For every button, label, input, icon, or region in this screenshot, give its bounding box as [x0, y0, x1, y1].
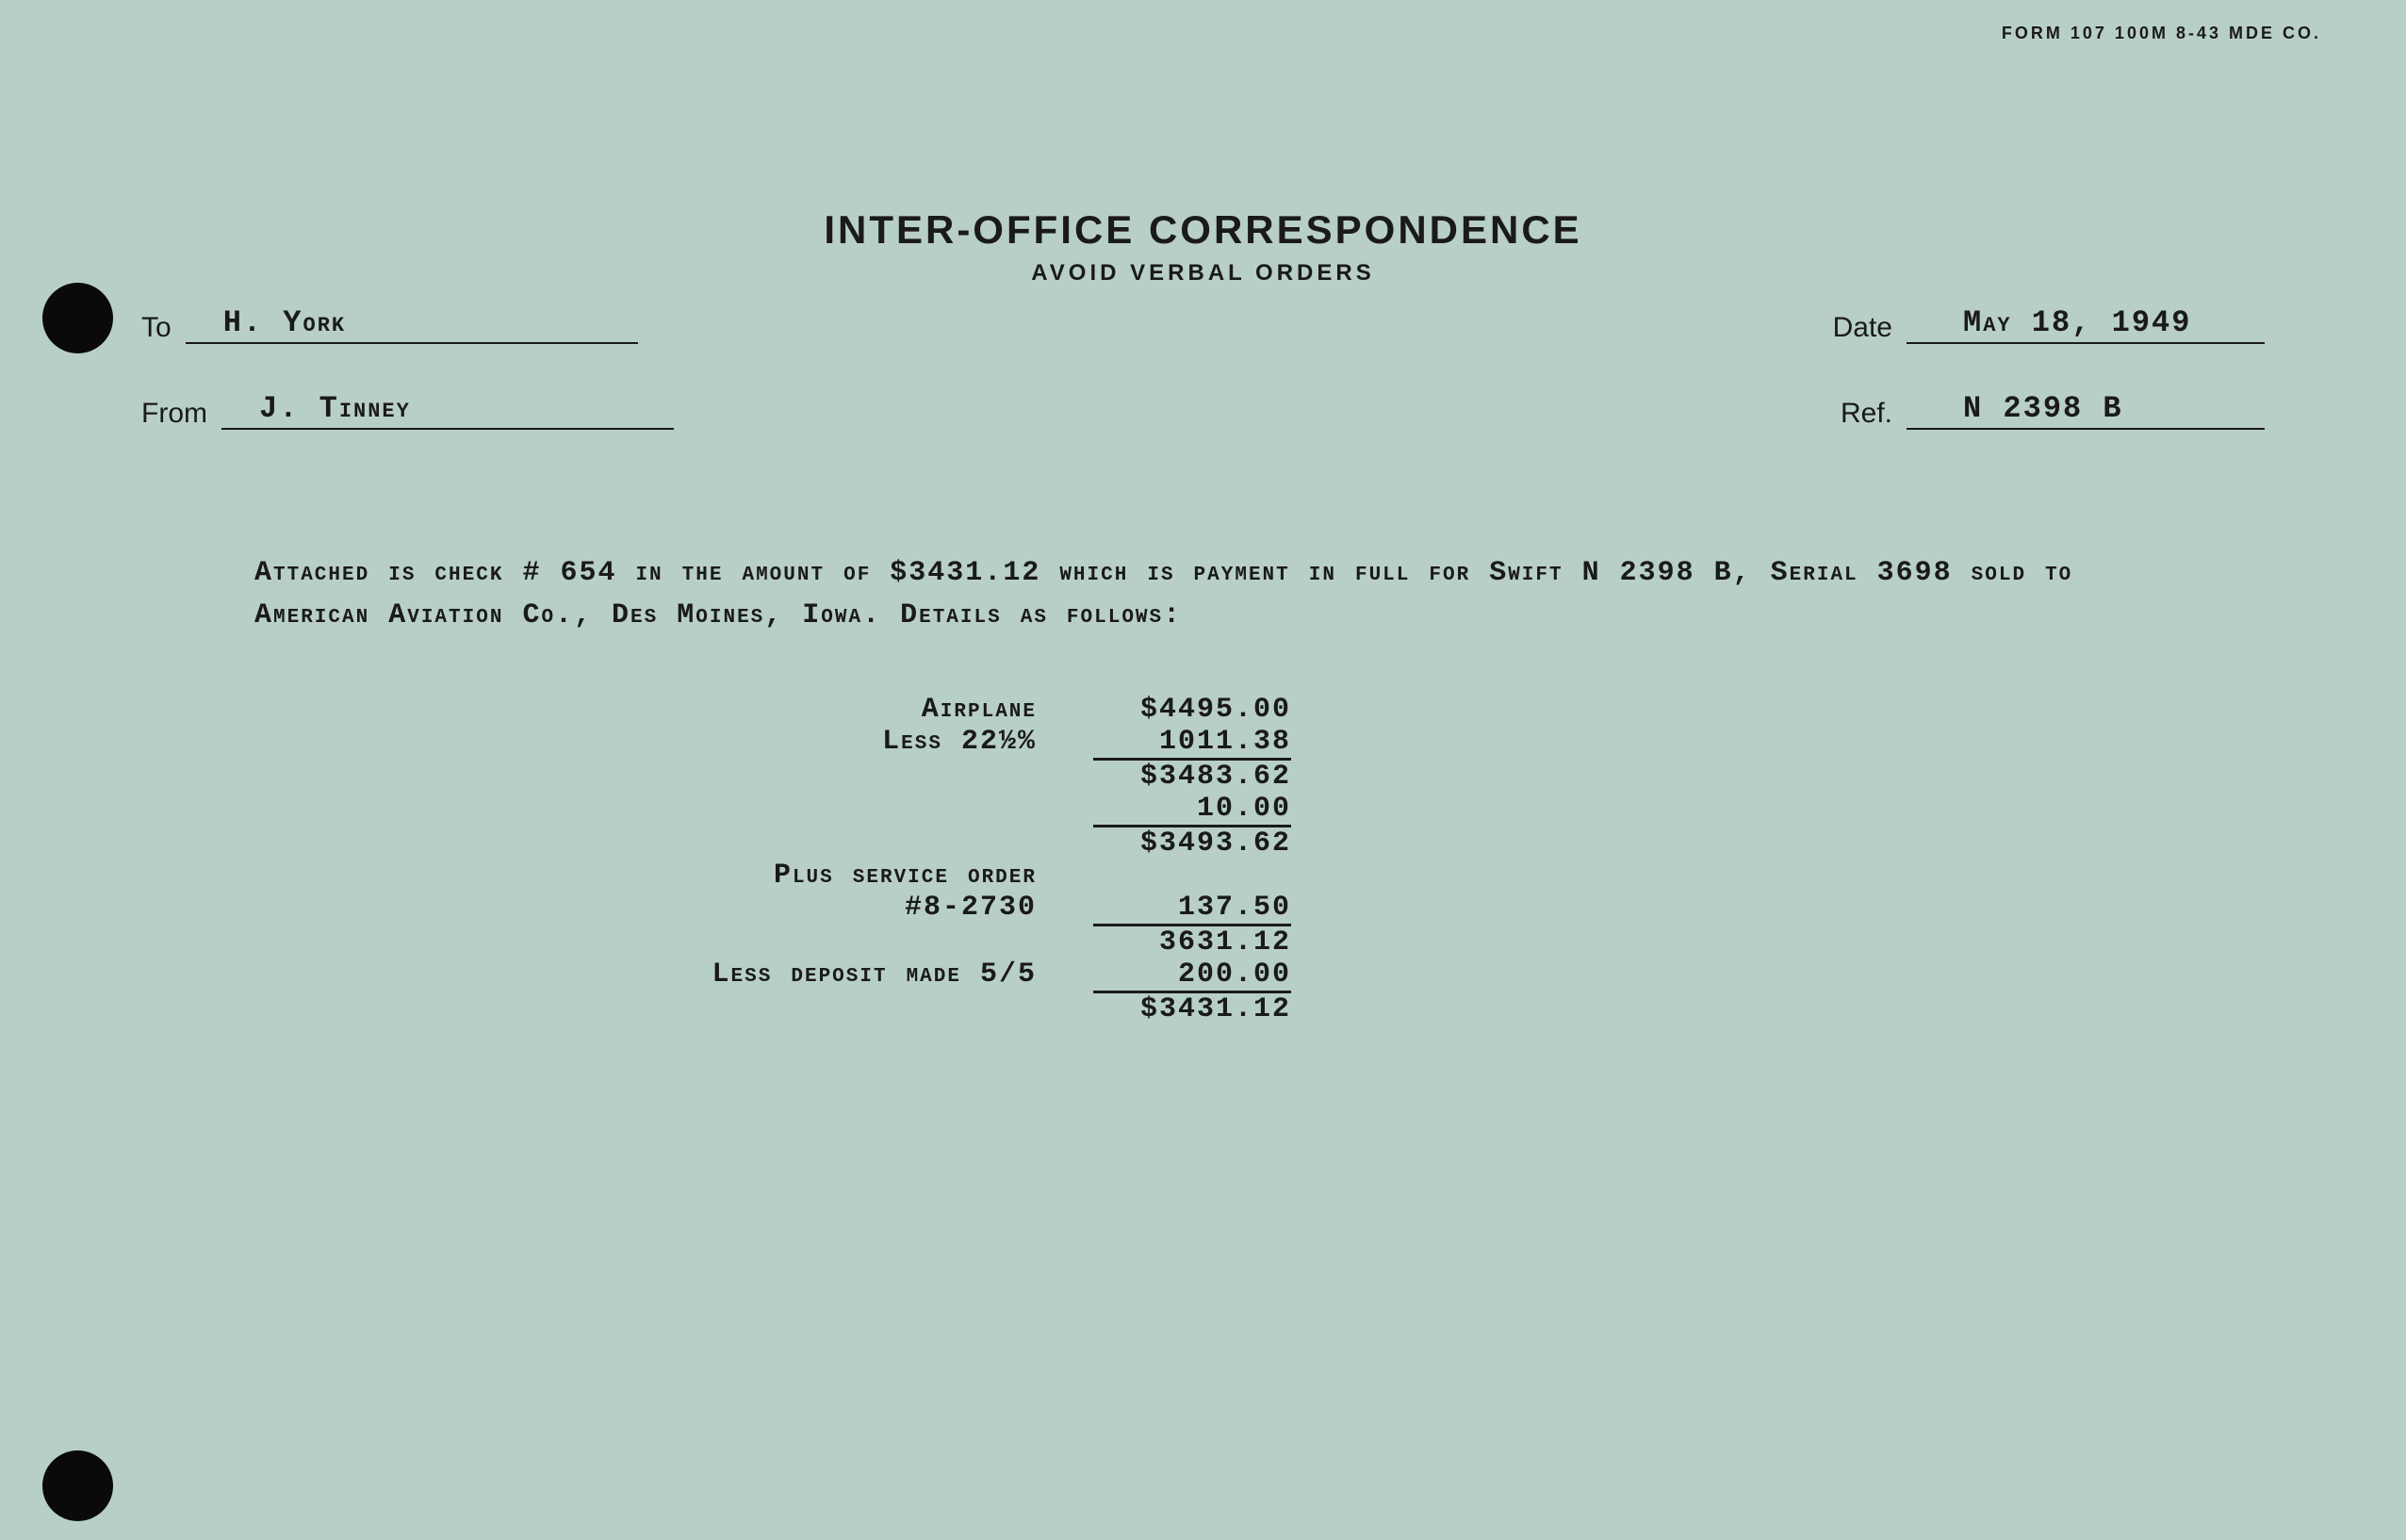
calc-label: Less deposit made 5/5 — [641, 958, 1093, 991]
calc-row: $3431.12 — [641, 993, 2349, 1025]
ref-field: Ref. N 2398 B — [1841, 391, 2265, 430]
body-paragraph: Attached is check # 654 in the amount of… — [57, 552, 2349, 637]
calc-row: $3483.62 — [641, 761, 2349, 793]
calc-value: 10.00 — [1093, 793, 1291, 827]
from-label: From — [141, 398, 207, 430]
calc-row: $3493.62 — [641, 827, 2349, 860]
calc-label: Less 22½% — [641, 726, 1093, 758]
calc-row: 3631.12 — [641, 926, 2349, 958]
calc-value: $3483.62 — [1093, 761, 1291, 793]
calculation-section: Airplane$4495.00Less 22½%1011.38$3483.62… — [57, 694, 2349, 1025]
from-value: J. Tinney — [221, 391, 674, 430]
calc-value: 137.50 — [1093, 892, 1291, 926]
date-label: Date — [1833, 312, 1892, 344]
calc-value: $3431.12 — [1093, 993, 1291, 1025]
ref-value: N 2398 B — [1907, 391, 2265, 430]
calc-label: #8-2730 — [641, 892, 1093, 924]
hole-punch-bottom — [42, 1450, 113, 1521]
to-label: To — [141, 312, 172, 344]
calc-row: Less deposit made 5/5200.00 — [641, 958, 2349, 993]
calc-row: #8-2730137.50 — [641, 892, 2349, 926]
calc-row: Plus service order — [641, 860, 2349, 892]
calc-label: Plus service order — [641, 860, 1093, 892]
date-field: Date May 18, 1949 — [1833, 305, 2265, 344]
to-value: H. York — [186, 305, 638, 344]
calc-row: Airplane$4495.00 — [641, 694, 2349, 726]
header-row-1: To H. York Date May 18, 1949 — [57, 305, 2349, 344]
to-field: To H. York — [141, 305, 638, 344]
calc-value: 3631.12 — [1093, 926, 1291, 958]
hole-punch-top — [42, 283, 113, 353]
header-row-2: From J. Tinney Ref. N 2398 B — [57, 391, 2349, 430]
calc-label: Airplane — [641, 694, 1093, 726]
ref-label: Ref. — [1841, 398, 1892, 430]
calc-value: $3493.62 — [1093, 827, 1291, 860]
calc-row: Less 22½%1011.38 — [641, 726, 2349, 761]
form-number: FORM 107 100M 8-43 MDE CO. — [2002, 24, 2321, 43]
calc-value: 1011.38 — [1093, 726, 1291, 761]
date-value: May 18, 1949 — [1907, 305, 2265, 344]
calc-value: 200.00 — [1093, 958, 1291, 993]
document-subtitle: AVOID VERBAL ORDERS — [57, 260, 2349, 287]
calc-value: $4495.00 — [1093, 694, 1291, 726]
document-title: INTER-OFFICE CORRESPONDENCE — [57, 207, 2349, 253]
calc-row: 10.00 — [641, 793, 2349, 827]
from-field: From J. Tinney — [141, 391, 674, 430]
